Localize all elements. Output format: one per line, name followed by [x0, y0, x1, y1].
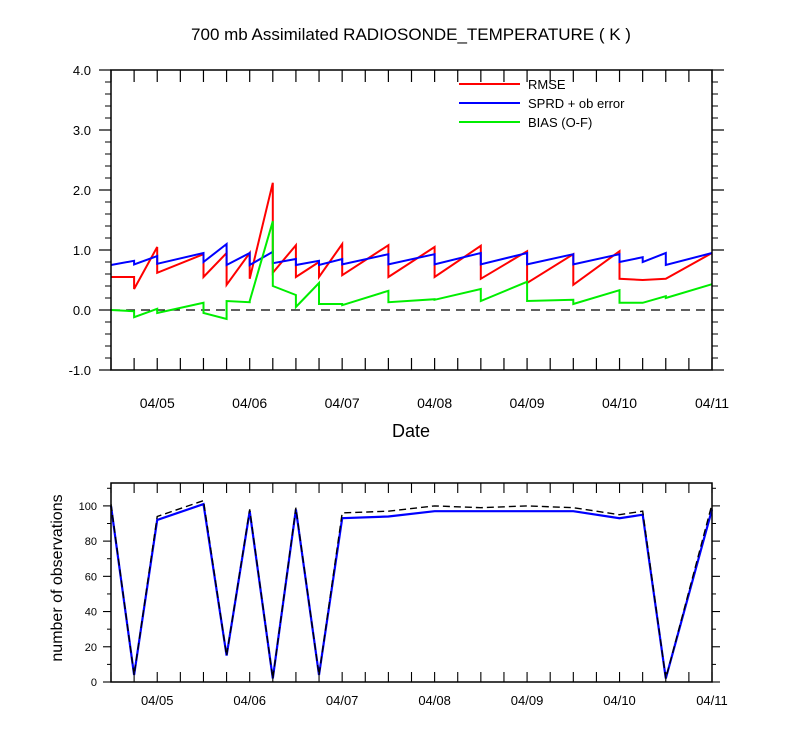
- series-line-rmse: [111, 182, 713, 290]
- obs-line-used: [109, 502, 714, 679]
- x-tick-label: 04/05: [140, 395, 175, 411]
- bottom-chart: 0 20 40 60 80 100 04/05 04/06 04/07 04/08 04/09 04/…: [49, 482, 728, 708]
- obs-x-tick-label: 04/11: [696, 693, 728, 708]
- x-tick-label: 04/06: [232, 395, 267, 411]
- x-tick-label: 04/08: [417, 395, 452, 411]
- y-tick-label: 0.0: [73, 303, 91, 318]
- obs-y-tick-label: 80: [85, 536, 97, 548]
- top-plot-frame: [110, 69, 713, 371]
- obs-y-tick-label: 100: [79, 501, 97, 513]
- y-axis-label: number of observations: [49, 494, 66, 661]
- y-tick-label: -1.0: [69, 363, 91, 378]
- obs-x-tick-label: 04/07: [326, 693, 359, 708]
- y-tick-label: 1.0: [73, 243, 91, 258]
- y-tick-label: 3.0: [73, 123, 91, 138]
- obs-x-tick-label: 04/10: [603, 693, 636, 708]
- obs-x-tick-label: 04/06: [233, 693, 266, 708]
- obs-y-tick-label: 40: [85, 607, 97, 619]
- obs-x-tick-label: 04/05: [141, 693, 174, 708]
- obs-y-tick-label: 60: [85, 571, 97, 583]
- chart-title: 700 mb Assimilated RADIOSONDE_TEMPERATUR…: [191, 25, 631, 44]
- legend: RMSE SPRD + ob error BIAS (O-F): [459, 77, 625, 130]
- x-tick-label: 04/11: [695, 395, 729, 411]
- x-axis-label: Date: [392, 421, 430, 441]
- y-tick-label: 2.0: [73, 183, 91, 198]
- legend-label-sprd-ob-error: SPRD + ob error: [528, 96, 625, 111]
- legend-label-rmse: RMSE: [528, 77, 566, 92]
- y-tick-label: 4.0: [73, 63, 91, 78]
- x-tick-label: 04/09: [510, 395, 545, 411]
- x-tick-label: 04/07: [325, 395, 360, 411]
- obs-y-tick-label: 0: [91, 677, 97, 689]
- series-line-sprd-ob-error: [110, 241, 713, 267]
- obs-x-tick-label: 04/09: [511, 693, 544, 708]
- series-line-bias-o-f: [110, 220, 713, 321]
- obs-y-tick-label: 20: [85, 642, 97, 654]
- x-tick-label: 04/10: [602, 395, 637, 411]
- obs-x-tick-label: 04/08: [418, 693, 451, 708]
- obs-line-possible: [110, 499, 713, 679]
- top-chart: 700 mb Assimilated RADIOSONDE_TEMPERATUR…: [69, 25, 730, 441]
- legend-label-bias-o-f: BIAS (O-F): [528, 115, 592, 130]
